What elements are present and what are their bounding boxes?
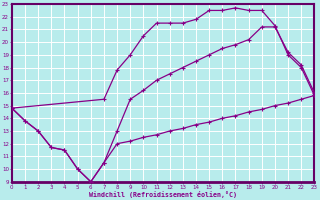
X-axis label: Windchill (Refroidissement éolien,°C): Windchill (Refroidissement éolien,°C) [89,191,237,198]
